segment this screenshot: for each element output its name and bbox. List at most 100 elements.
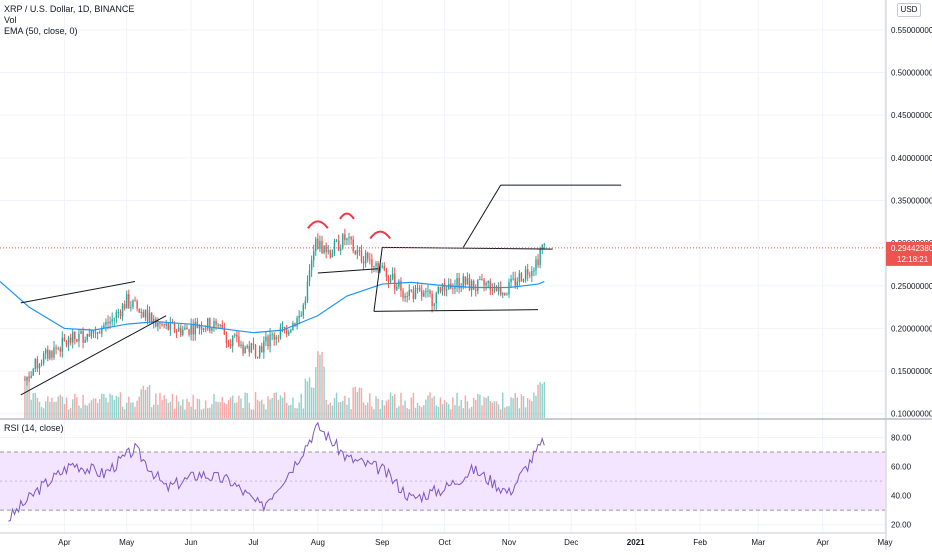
candle-body — [267, 336, 269, 347]
candle-body — [499, 286, 502, 295]
candle-body — [92, 330, 95, 333]
candle-body — [406, 296, 408, 298]
volume-bar — [269, 399, 271, 418]
candle-body — [364, 252, 367, 264]
volume-bar — [182, 399, 184, 418]
candle-body — [271, 334, 273, 336]
candle-body — [404, 296, 406, 298]
volume-bar — [512, 398, 514, 418]
trend-line-range_bottom — [373, 309, 539, 312]
volume-bar — [456, 392, 458, 418]
volume-bar — [445, 402, 448, 418]
candle-body — [285, 328, 288, 335]
candle-body — [59, 348, 61, 352]
volume-bar — [30, 399, 32, 418]
volume-bar — [78, 405, 80, 418]
candle-body — [204, 328, 207, 330]
volume-bar — [452, 397, 454, 418]
volume-bar — [350, 409, 352, 418]
volume-bar — [342, 400, 344, 418]
candle-body — [221, 325, 224, 328]
candle-body — [57, 348, 59, 350]
price-tick-label: 0.15000000 — [891, 367, 932, 376]
volume-bar — [144, 389, 147, 418]
volume-bar — [514, 393, 516, 418]
volume-bar — [190, 406, 192, 418]
candle-body — [105, 321, 107, 326]
candle-body — [346, 238, 348, 241]
volume-bar — [414, 407, 417, 418]
currency-badge[interactable]: USD — [897, 3, 921, 17]
volume-bar — [163, 395, 165, 418]
volume-bar — [103, 393, 105, 418]
trend-line-channel_lower — [20, 315, 167, 396]
left-shoulder-arc — [307, 220, 329, 229]
volume-bar — [219, 402, 221, 418]
candle-body — [385, 269, 388, 277]
volume-bar — [327, 404, 329, 418]
volume-bar — [435, 405, 437, 418]
candle-body — [288, 331, 290, 335]
volume-bar — [109, 393, 111, 418]
candle-body — [223, 327, 226, 335]
volume-bar — [352, 387, 354, 418]
candle-body — [225, 334, 228, 344]
candle-body — [337, 240, 340, 251]
volume-bar — [229, 397, 232, 418]
candle-body — [321, 240, 323, 253]
candle-body — [263, 341, 265, 353]
candle-body — [192, 324, 194, 335]
volume-bar — [450, 409, 452, 418]
candle-body — [466, 277, 469, 285]
candle-body — [165, 323, 167, 326]
volume-bar — [167, 402, 170, 418]
volume-bar — [263, 404, 265, 418]
volume-bar — [346, 404, 348, 418]
rsi-tick-label: 80.00 — [891, 433, 912, 442]
volume-bar — [356, 392, 359, 418]
candle-body — [209, 318, 211, 331]
price-tick-label: 0.50000000 — [891, 69, 932, 78]
candle-body — [508, 282, 510, 295]
candle-body — [80, 331, 82, 334]
last-price-value: 0.29442380 — [891, 244, 932, 253]
volume-bar — [134, 406, 136, 418]
volume-bar — [248, 402, 251, 418]
candle-body — [190, 324, 192, 335]
volume-bar — [88, 403, 91, 418]
candle-body — [117, 311, 120, 313]
candle-body — [518, 273, 521, 282]
volume-bar — [466, 401, 469, 418]
volume-bar — [261, 399, 263, 418]
candle-body — [258, 346, 261, 358]
candle-body — [472, 280, 475, 290]
vol-label: Vol — [4, 15, 17, 25]
volume-bar — [360, 387, 363, 418]
candle-body — [138, 308, 140, 313]
candle-body — [468, 277, 471, 291]
volume-bar — [406, 408, 408, 418]
volume-bar — [252, 409, 255, 418]
candle-body — [150, 312, 153, 322]
candle-body — [356, 250, 359, 255]
volume-bar — [96, 402, 99, 418]
volume-bar — [296, 408, 298, 418]
candle-body — [533, 270, 535, 272]
volume-bar — [285, 402, 288, 418]
volume-bar — [38, 401, 41, 418]
time-tick-label: Aug — [311, 538, 325, 547]
volume-bar — [90, 400, 93, 418]
volume-bar — [325, 399, 327, 418]
rsi-tick-label: 60.00 — [891, 463, 912, 472]
candle-body — [464, 276, 467, 285]
volume-bars — [24, 351, 546, 418]
candle-body — [111, 319, 113, 322]
volume-bar — [300, 393, 302, 418]
volume-bar — [221, 396, 224, 418]
candle-body — [242, 344, 244, 354]
candle-body — [121, 304, 124, 317]
candle-body — [497, 286, 500, 292]
candle-body — [331, 253, 334, 258]
candle-body — [362, 261, 365, 264]
